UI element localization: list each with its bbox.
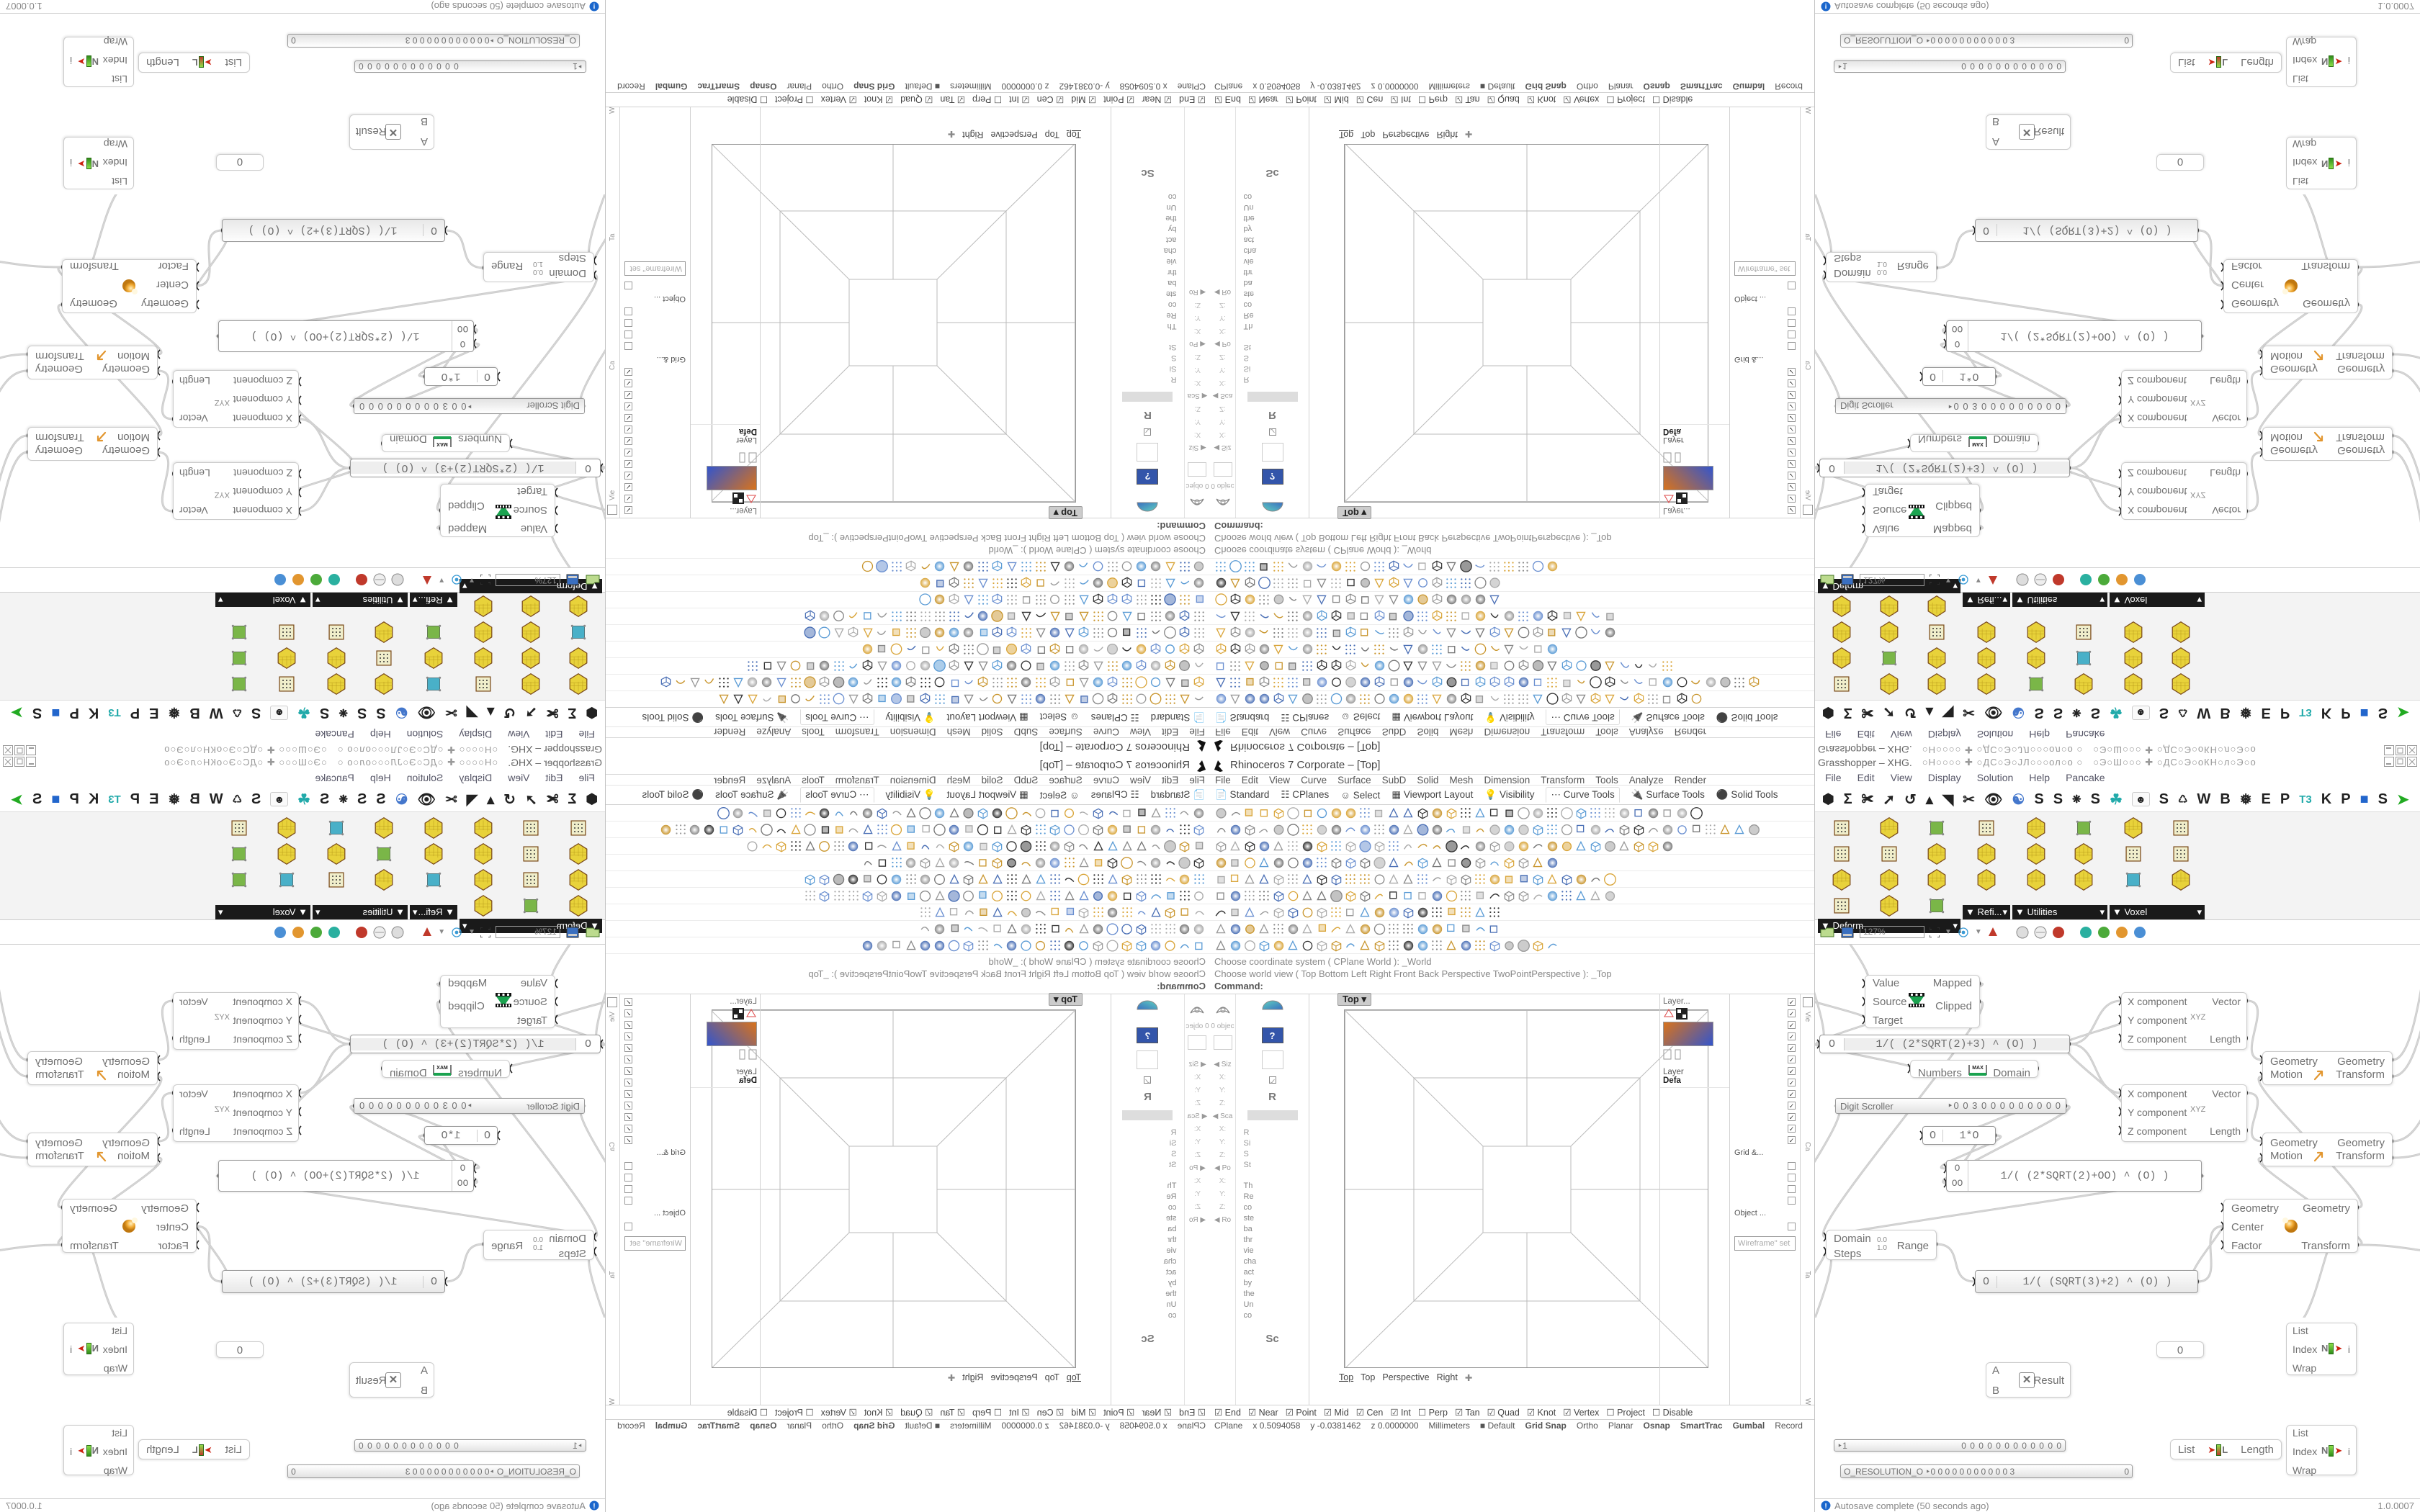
svg-text:!: ! bbox=[593, 1503, 595, 1511]
svg-text:MAX: MAX bbox=[436, 441, 448, 446]
svg-text:!: ! bbox=[593, 1, 595, 9]
svg-text:MAX: MAX bbox=[1972, 441, 1984, 446]
svg-text:!: ! bbox=[1824, 1, 1827, 9]
svg-text:!: ! bbox=[1824, 1503, 1827, 1511]
svg-text:MAX: MAX bbox=[1972, 1066, 1984, 1071]
svg-text:MAX: MAX bbox=[436, 1066, 448, 1071]
